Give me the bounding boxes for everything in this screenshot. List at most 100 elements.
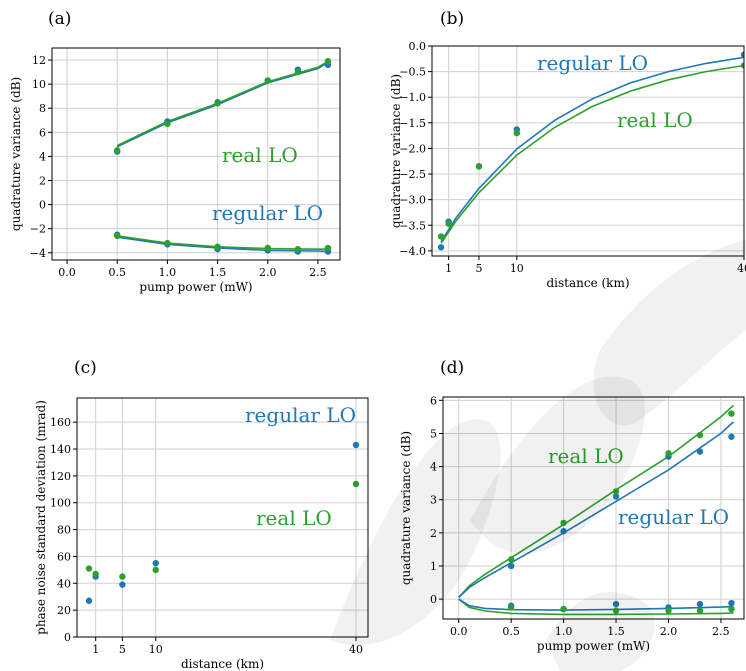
data-point-real xyxy=(294,245,302,253)
x-tick-label: 1.5 xyxy=(209,266,227,279)
data-point-regular xyxy=(507,562,515,570)
y-tick-label: 6 xyxy=(430,394,437,407)
data-point-real xyxy=(152,566,159,574)
x-tick-label: 2.0 xyxy=(259,266,277,279)
y-tick-label: 8 xyxy=(39,102,46,115)
y-tick-label: 0.0 xyxy=(409,40,427,53)
data-point-real xyxy=(513,129,521,137)
fit-line-regular xyxy=(117,236,331,253)
data-point-regular xyxy=(119,581,126,588)
axes-frame xyxy=(431,45,745,257)
data-point-regular xyxy=(696,448,704,455)
y-tick-label: 100 xyxy=(50,497,71,510)
x-tick-label: 1.0 xyxy=(159,266,177,279)
annotation-regular-lo: regular LO xyxy=(245,403,356,427)
x-tick-label: 5 xyxy=(475,262,482,275)
y-tick-label: 120 xyxy=(50,470,71,483)
data-point-real xyxy=(214,243,221,250)
data-point-real xyxy=(507,556,515,563)
data-point-real xyxy=(728,605,735,613)
chart-panel-a: 0.0 0.5 1.0 1.5 2.0 2.5 −4 −2 0 2 4 6 8 10 12 pump powe… xyxy=(9,47,341,294)
data-point-real xyxy=(85,565,93,572)
panel-label-a: (a) xyxy=(48,9,71,29)
data-point-real xyxy=(560,519,567,527)
y-tick-label: 10 xyxy=(32,78,46,91)
fit-line-real xyxy=(116,59,331,147)
axes-frame xyxy=(76,397,369,638)
data-point-real xyxy=(665,607,672,614)
annotation-regular-lo: regular LO xyxy=(537,51,648,75)
y-tick-label: −1.0 xyxy=(399,91,426,104)
x-axis-label: distance (km) xyxy=(546,276,629,290)
x-tick-label: 1 xyxy=(92,643,99,656)
x-tick-label: 1.0 xyxy=(555,625,573,638)
annotation-regular-lo: regular LO xyxy=(212,201,323,225)
data-point-real xyxy=(324,58,332,65)
y-tick-label: 0 xyxy=(64,631,71,644)
data-point-regular xyxy=(352,441,360,449)
y-tick-label: 4 xyxy=(39,150,46,163)
annotation-regular-lo: regular LO xyxy=(618,505,729,529)
data-point-regular xyxy=(85,597,93,604)
data-point-real xyxy=(740,62,744,69)
panel-label-c: (c) xyxy=(74,358,97,378)
fit-line-real xyxy=(458,598,734,616)
data-point-real xyxy=(475,163,483,170)
x-tick-label: 10 xyxy=(149,643,163,656)
chart-panel-c: 1 5 10 40 0 20 40 60 80 100 120 140 160 distance (km)… xyxy=(34,397,369,671)
x-tick-label: 2.5 xyxy=(712,625,730,638)
y-tick-label: 2 xyxy=(430,527,437,540)
data-point-real xyxy=(728,410,735,417)
fit-line-regular xyxy=(116,60,331,148)
data-point-real xyxy=(92,570,99,578)
data-point-real xyxy=(294,68,302,76)
chart-panel-b: 1 5 10 40 0.0 −0.5 −1.0 −1.5 −2.0 −2.5 −3.0 −3.5 −4.… xyxy=(389,40,746,290)
y-tick-label: 2 xyxy=(39,175,46,188)
panel-label-b: (b) xyxy=(440,9,464,29)
fit-line-regular xyxy=(440,56,744,243)
axes-frame xyxy=(442,396,745,620)
data-point-real xyxy=(696,607,704,614)
x-tick-label: 10 xyxy=(510,262,524,275)
y-axis-label: quadrature variance (dB) xyxy=(389,74,403,228)
data-point-real xyxy=(264,77,271,84)
y-tick-label: 0 xyxy=(39,199,46,212)
data-point-real xyxy=(560,605,567,613)
data-point-real xyxy=(114,232,121,240)
y-tick-label: −2.5 xyxy=(399,168,426,181)
data-point-real xyxy=(214,100,221,107)
fit-line-real xyxy=(117,235,330,250)
data-point-real xyxy=(665,450,672,457)
annotation-real-lo: real LO xyxy=(222,143,298,167)
y-tick-label: 3 xyxy=(430,494,437,507)
y-tick-label: 5 xyxy=(430,427,437,440)
data-point-regular xyxy=(152,559,159,567)
data-point-regular xyxy=(696,600,704,608)
axes-frame xyxy=(51,47,341,261)
y-tick-label: 160 xyxy=(50,416,71,429)
data-point-real xyxy=(324,244,332,252)
y-tick-label: 140 xyxy=(50,443,71,456)
y-tick-label: 40 xyxy=(57,577,71,590)
y-tick-label: 12 xyxy=(32,54,46,67)
x-tick-label: 2.5 xyxy=(309,266,327,279)
y-axis-label: quadrature variance (dB) xyxy=(399,431,413,585)
y-tick-label: 20 xyxy=(57,604,71,617)
y-tick-label: 60 xyxy=(57,550,71,563)
data-point-real xyxy=(164,120,171,128)
data-point-real xyxy=(352,480,360,488)
data-point-real xyxy=(164,239,171,247)
annotation-real-lo: real LO xyxy=(548,444,624,468)
y-tick-label: −3.5 xyxy=(399,219,426,232)
y-tick-label: −1.5 xyxy=(399,117,426,130)
x-tick-label: 1 xyxy=(445,262,452,275)
y-axis-label: phase noise standard deviation (mrad) xyxy=(34,400,48,635)
y-tick-label: −4.0 xyxy=(399,245,426,258)
y-tick-label: 80 xyxy=(57,524,71,537)
y-tick-label: −4 xyxy=(30,247,46,260)
data-point-real xyxy=(264,244,271,252)
annotation-real-lo: real LO xyxy=(256,506,332,530)
x-tick-label: 2.0 xyxy=(660,625,678,638)
fit-line-real xyxy=(440,64,744,244)
